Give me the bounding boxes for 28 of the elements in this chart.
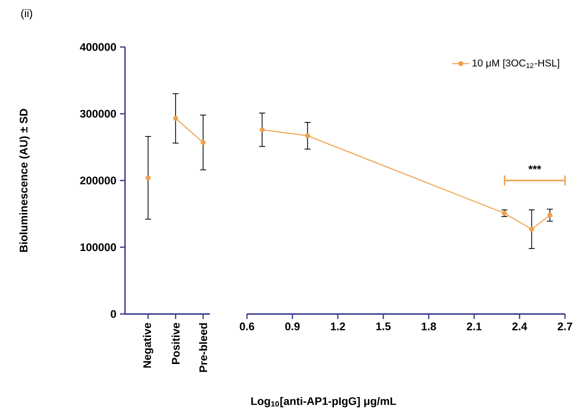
point [547,212,552,218]
point [200,140,206,145]
y-tick-label: 200000 [80,176,116,184]
y-tick-label: 100000 [80,243,116,252]
point [529,226,534,232]
x-tick-label: Positive [172,322,180,364]
y-tick-label: 300000 [80,110,116,118]
x-tick-label: Pre-bleed [199,323,208,372]
x-tick-label: 0.9 [285,322,300,330]
y-tick-label: 400000 [80,43,116,51]
point [305,133,310,138]
x-tick-label: 2.4 [512,322,528,330]
y-axis-title: Bioluminescence (AU) ± SD [19,108,30,252]
x-tick-label: 1.8 [422,322,436,330]
annotation: *** [528,165,542,170]
x-tick-label: 1.2 [330,322,346,330]
point [260,127,265,132]
x-tick-label: 1.5 [376,322,391,330]
x-tick-label: 2.1 [466,322,482,330]
x-tick-label: Negative [142,322,154,368]
x-tick-label: 0.6 [240,322,254,330]
x-axis-title: Log$_{10}$[anti-AP1-pIgG] μg/mL [251,396,396,408]
point [146,175,151,180]
y-tick-label: 0 [110,310,116,318]
text: (ii) [21,9,32,20]
x-tick-label: 2.7 [558,322,572,330]
legend-label: 10 μM [3OC$_{12}$-HSL] [472,59,560,69]
point [173,116,178,121]
